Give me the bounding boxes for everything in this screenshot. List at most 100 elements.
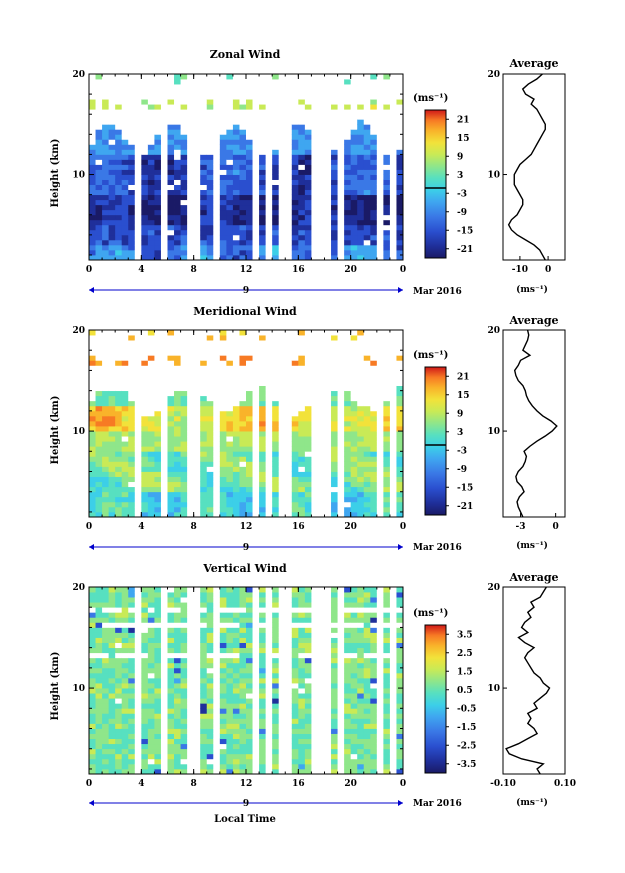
vertical-cell (121, 602, 129, 608)
zonal-cell (167, 89, 175, 95)
zonal-cell (370, 84, 378, 90)
meridional-cell (317, 491, 325, 498)
meridional-cell (317, 365, 325, 371)
vertical-cell (232, 693, 240, 699)
vertical-cell (285, 612, 293, 618)
zonal-cell (102, 84, 110, 90)
meridional-cell (396, 471, 404, 477)
meridional-cell (363, 431, 371, 437)
zonal-cell (350, 124, 358, 130)
meridional-cell (337, 385, 345, 392)
zonal-cell (291, 249, 299, 256)
meridional-cell (232, 350, 240, 356)
zonal-cell (213, 119, 221, 125)
zonal-cell (115, 139, 123, 145)
vertical-cell (239, 657, 247, 664)
vertical-cell (213, 602, 221, 608)
meridional-cell (213, 365, 221, 371)
zonal-cell (350, 184, 358, 191)
meridional-cell (95, 506, 103, 513)
meridional-cell (89, 375, 96, 381)
meridional-cell (219, 481, 227, 488)
meridional-cell (363, 501, 371, 508)
zonal-cell (304, 79, 312, 85)
vertical-cell (121, 708, 129, 714)
meridional-cell (357, 431, 365, 437)
vertical-cell (252, 738, 260, 745)
meridional-cell (141, 415, 149, 422)
vertical-cell (206, 698, 214, 704)
meridional-cell (357, 501, 365, 508)
meridional-cell (232, 506, 240, 513)
zonal-cell (278, 214, 286, 221)
vertical-cell (121, 617, 129, 623)
meridional-cell (246, 426, 253, 432)
meridional-cell (331, 471, 338, 477)
meridional-cell (102, 380, 110, 386)
zonal-cell (396, 109, 404, 115)
zonal-cell (389, 109, 397, 115)
meridional-cell (160, 400, 168, 407)
vertical-cell (187, 713, 195, 719)
vertical-cell (246, 672, 253, 679)
meridional-cell (396, 511, 404, 518)
zonal-cell (363, 79, 371, 85)
zonal-cell (324, 94, 332, 100)
vertical-cell (232, 672, 240, 679)
meridional-cell (350, 436, 358, 442)
vertical-cell (121, 743, 129, 750)
meridional-cell (121, 335, 129, 341)
meridional-cell (193, 471, 201, 477)
vertical-cell (95, 597, 103, 603)
zonal-cell (160, 214, 168, 221)
zonal-cell (317, 254, 325, 261)
meridional-cell (259, 365, 267, 371)
zonal-cell (298, 74, 306, 80)
meridional-cell (134, 456, 142, 462)
vertical-cell (134, 733, 142, 740)
zonal-cell (108, 144, 116, 150)
meridional-cell (396, 491, 404, 498)
vertical-cell (285, 698, 293, 704)
vertical-cell (239, 587, 247, 593)
vertical-cell (259, 768, 267, 775)
zonal-cell (357, 189, 365, 196)
vertical-cell (272, 683, 280, 689)
meridional-cell (232, 431, 240, 437)
vertical-cell (206, 642, 214, 649)
meridional-cell (108, 441, 116, 447)
meridional-cell (89, 481, 96, 488)
meridional-cell (291, 466, 299, 472)
vertical-cell (206, 718, 214, 724)
meridional-cell (239, 410, 247, 417)
meridional-cell (278, 446, 286, 452)
meridional-cell (89, 380, 96, 386)
vertical-cell (115, 753, 123, 760)
vertical-cell (252, 602, 260, 608)
meridional-cell (239, 340, 247, 346)
meridional-cell (304, 511, 312, 518)
meridional-avg-x-tick-label: 0 (553, 522, 559, 532)
vertical-cell (167, 592, 175, 598)
zonal-cell (272, 249, 280, 256)
meridional-cell (344, 461, 352, 467)
zonal-cell (291, 164, 299, 170)
meridional-cell (95, 476, 103, 483)
zonal-cell (246, 159, 253, 165)
zonal-cell (206, 219, 214, 226)
zonal-cell (232, 169, 240, 175)
zonal-cell (108, 184, 116, 191)
vertical-cell (272, 703, 280, 709)
meridional-cell (363, 441, 371, 447)
zonal-cell (304, 254, 312, 261)
vertical-cell (232, 632, 240, 638)
zonal-cell (337, 164, 345, 170)
zonal-cell (324, 204, 332, 211)
vertical-cell (128, 683, 136, 689)
vertical-cell (154, 743, 162, 750)
zonal-cell (259, 74, 267, 80)
vertical-cell (193, 597, 201, 603)
zonal-cell (219, 254, 227, 261)
zonal-cell (187, 114, 195, 120)
meridional-cell (337, 380, 345, 386)
